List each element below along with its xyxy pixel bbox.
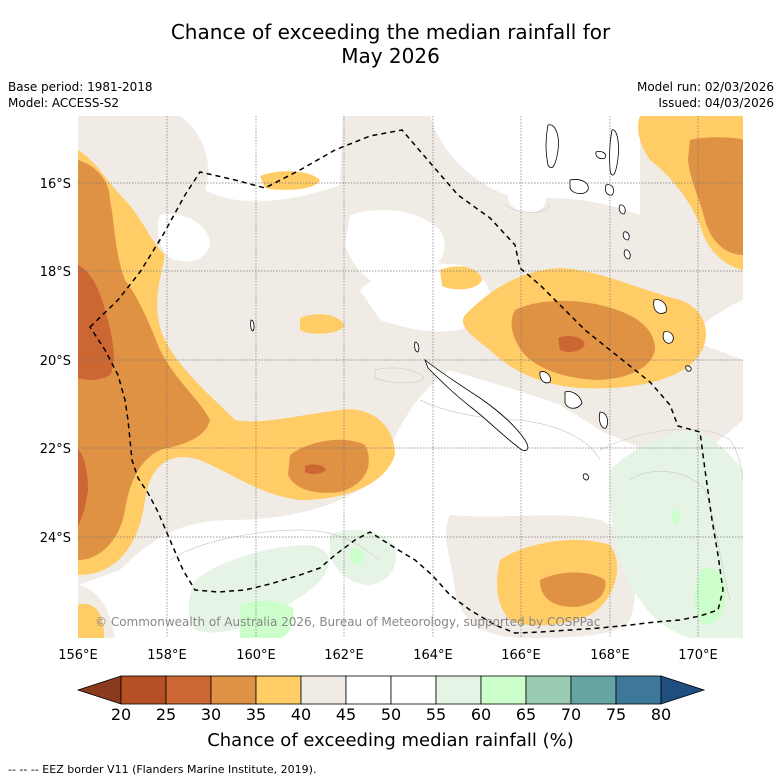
vanuatu-island [604, 184, 614, 196]
vanuatu-island [595, 151, 607, 160]
colorbar-bin [345, 675, 392, 705]
model-name: Model: ACCESS-S2 [8, 96, 120, 110]
colorbar-bin [570, 675, 617, 705]
lon-label: 160°E [236, 648, 276, 663]
loyalty-island [564, 391, 583, 409]
vanuatu-island [622, 231, 630, 241]
vanuatu-island [623, 249, 631, 260]
vanuatu-island [569, 179, 589, 194]
colorbar-bin [390, 675, 437, 705]
eez-border [89, 129, 724, 634]
colorbar [76, 675, 706, 705]
colorbar-title: Chance of exceeding median rainfall (%) [207, 730, 574, 751]
vanuatu-island [545, 124, 559, 169]
loyalty-island [598, 411, 608, 429]
colorbar-tick: 55 [426, 705, 446, 724]
lon-label: 162°E [324, 648, 364, 663]
colorbar-bin [210, 675, 257, 705]
lat-label: 16°S [40, 177, 71, 192]
colorbar-tick: 65 [516, 705, 536, 724]
small-island [250, 319, 255, 332]
map-gridlines [78, 116, 743, 638]
colorbar-bin [120, 675, 167, 705]
lon-label: 158°E [147, 648, 187, 663]
loyalty-island [539, 371, 551, 384]
green-regions [240, 509, 726, 638]
fiji-island [653, 299, 667, 314]
lat-label: 24°S [40, 531, 71, 546]
model-run: Model run: 02/03/2026 [636, 80, 774, 94]
lon-label: 166°E [501, 648, 541, 663]
lat-label: 22°S [40, 442, 71, 457]
colorbar-bin [255, 675, 302, 705]
small-island [414, 341, 420, 353]
lon-label: 164°E [413, 648, 453, 663]
colorbar-tick: 50 [381, 705, 401, 724]
vanuatu-island [609, 129, 619, 176]
fiji-island [662, 331, 674, 344]
lat-labels: 16°S 18°S 20°S 22°S 24°S [40, 177, 71, 546]
colorbar-tick: 25 [156, 705, 176, 724]
colorbar-bin [480, 675, 527, 705]
contour-lines [169, 204, 743, 601]
base-period: Base period: 1981-2018 [8, 80, 153, 94]
copyright-notice: © Commonwealth of Australia 2026, Bureau… [95, 615, 600, 629]
colorbar-low-arrow [76, 675, 122, 705]
white-regions [157, 116, 546, 286]
colorbar-tick: 45 [336, 705, 356, 724]
eez-footnote: -- -- -- EEZ border V11 (Flanders Marine… [8, 763, 317, 776]
colorbar-tick: 35 [246, 705, 266, 724]
lon-label: 170°E [678, 648, 718, 663]
colorbar-bin [300, 675, 347, 705]
map-title-line2: May 2026 [341, 44, 440, 68]
fiji-island [685, 365, 692, 372]
colorbar-tick: 80 [651, 705, 671, 724]
colorbar-tick: 40 [291, 705, 311, 724]
colorbar-tick: 30 [201, 705, 221, 724]
new-caledonia-mainland [424, 358, 529, 451]
colorbar-bin [435, 675, 482, 705]
colorbar-ticks: 20 25 30 35 40 45 50 55 60 65 70 75 80 [111, 705, 671, 724]
lon-labels: 156°E 158°E 160°E 162°E 164°E 166°E 168°… [58, 648, 718, 663]
lat-label: 20°S [40, 354, 71, 369]
issued-date: Issued: 04/03/2026 [658, 96, 774, 110]
colorbar-high-arrow [660, 675, 706, 705]
lon-label: 156°E [58, 648, 98, 663]
probability-field [78, 116, 743, 638]
colorbar-tick: 75 [606, 705, 626, 724]
colorbar-tick: 20 [111, 705, 131, 724]
matthew-island [582, 473, 589, 481]
colorbar-bin [165, 675, 212, 705]
map-title-line1: Chance of exceeding the median rainfall … [170, 20, 611, 44]
lon-label: 168°E [590, 648, 630, 663]
colorbar-tick: 60 [471, 705, 491, 724]
colorbar-bin [615, 675, 662, 705]
colorbar-bin [525, 675, 572, 705]
coastlines [250, 124, 692, 481]
vanuatu-island [618, 204, 626, 215]
lat-label: 18°S [40, 265, 71, 280]
colorbar-tick: 70 [561, 705, 581, 724]
